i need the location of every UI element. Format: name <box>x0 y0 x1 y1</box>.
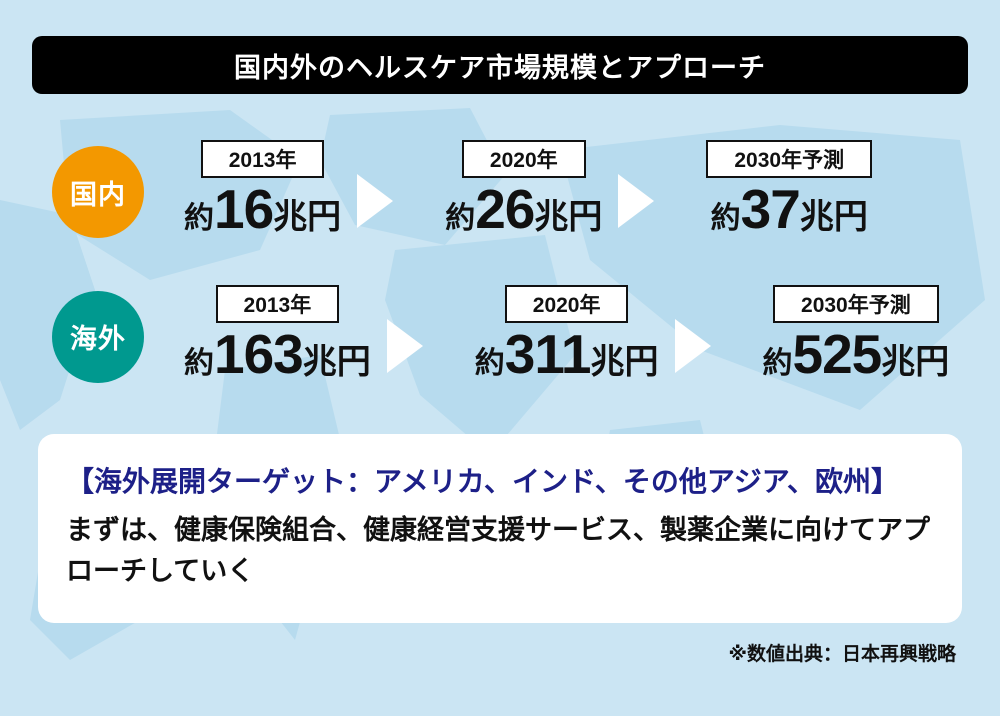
value-number: 26 <box>475 178 535 240</box>
value-prefix: 約 <box>762 346 793 380</box>
market-value: 約16兆円 <box>184 178 342 240</box>
value-prefix: 約 <box>184 346 214 380</box>
year-label: 2030年予測 <box>706 140 873 178</box>
value-unit: 兆円 <box>534 198 603 236</box>
value-prefix: 約 <box>710 202 741 235</box>
overseas-2030-entry: 2030年予測 約525兆円 <box>762 284 950 385</box>
year-label: 2020年 <box>504 284 629 323</box>
market-value: 約525兆円 <box>762 322 950 385</box>
page-title: 国内外のヘルスケア市場規模とアプローチ <box>32 36 968 94</box>
market-value: 約163兆円 <box>184 322 371 385</box>
domestic-2020-entry: 2020年 約26兆円 <box>445 140 602 239</box>
domestic-2013-entry: 2013年 約16兆円 <box>184 140 341 239</box>
arrow-right-icon <box>386 318 423 373</box>
value-number: 163 <box>214 322 304 385</box>
year-label: 2020年 <box>461 140 586 178</box>
value-unit: 兆円 <box>799 198 868 236</box>
domestic-market-row: 国内 2013年 約16兆円 2020年 約26兆円 2030年予測 約37兆円 <box>52 140 1000 239</box>
overseas-2013-entry: 2013年 約163兆円 <box>184 284 371 385</box>
value-unit: 兆円 <box>881 342 950 381</box>
overseas-badge: 海外 <box>52 290 144 383</box>
value-number: 16 <box>214 178 274 240</box>
year-label: 2013年 <box>215 284 340 323</box>
domestic-badge: 国内 <box>52 146 144 238</box>
value-prefix: 約 <box>184 202 214 235</box>
domestic-2030-entry: 2030年予測 約37兆円 <box>706 140 873 240</box>
overseas-market-row: 海外 2013年 約163兆円 2020年 約311兆円 2030年予測 約52… <box>52 284 1000 385</box>
content-layer: 国内外のヘルスケア市場規模とアプローチ 国内 2013年 約16兆円 2020年… <box>0 36 1000 666</box>
arrow-right-icon <box>674 318 711 373</box>
value-number: 525 <box>792 322 883 385</box>
callout-heading: 【海外展開ターゲット：アメリカ、インド、その他アジア、欧州】 <box>66 465 900 497</box>
market-value: 約26兆円 <box>445 178 603 240</box>
market-value: 約37兆円 <box>710 178 868 240</box>
overseas-2020-entry: 2020年 約311兆円 <box>474 284 659 385</box>
year-label: 2013年 <box>200 140 325 178</box>
source-note: ※数値出典：日本再興戦略 <box>728 644 956 666</box>
value-prefix: 約 <box>474 346 505 380</box>
approach-callout-box: 【海外展開ターゲット：アメリカ、インド、その他アジア、欧州】 まずは、健康保険組… <box>38 433 962 624</box>
value-unit: 兆円 <box>590 342 659 381</box>
arrow-right-icon <box>618 174 655 228</box>
arrow-right-icon <box>357 174 394 228</box>
year-label: 2030年予測 <box>773 284 939 323</box>
value-unit: 兆円 <box>302 342 371 381</box>
value-number: 37 <box>740 178 801 240</box>
callout-body: まずは、健康保険組合、健康経営支援サービス、製薬企業に向けてアプローチしていく <box>66 514 930 587</box>
value-number: 311 <box>504 322 592 385</box>
value-prefix: 約 <box>445 202 476 235</box>
value-unit: 兆円 <box>273 198 342 236</box>
market-value: 約311兆円 <box>474 322 659 385</box>
